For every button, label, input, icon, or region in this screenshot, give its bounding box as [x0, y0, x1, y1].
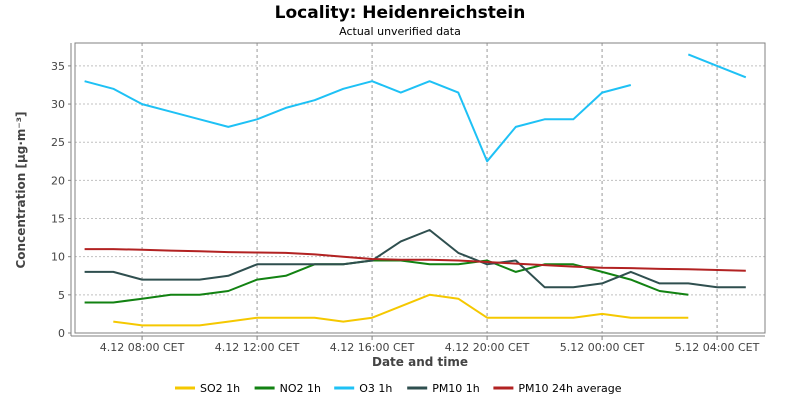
chart-title: Locality: Heidenreichstein — [275, 3, 526, 23]
series-line — [84, 229, 746, 289]
chart-subtitle: Actual unverified data — [339, 25, 461, 38]
y-tick-label: 0 — [58, 327, 65, 340]
plot-border — [74, 42, 766, 334]
legend-label: O3 1h — [359, 382, 392, 395]
legend-label: PM10 24h average — [518, 382, 621, 395]
series-o3-1h — [84, 53, 747, 163]
legend-label: NO2 1h — [280, 382, 321, 395]
x-tick-label: 5.12 04:00 CET — [675, 341, 760, 354]
legend-label: SO2 1h — [200, 382, 240, 395]
y-axis-title: Concentration [μg·m⁻³] — [14, 112, 28, 269]
legend-item: PM10 1h — [407, 382, 480, 395]
x-tick-label: 4.12 12:00 CET — [215, 341, 300, 354]
y-tick-label: 35 — [51, 60, 65, 73]
plot-area — [75, 43, 765, 333]
x-tick-label: 4.12 08:00 CET — [100, 341, 185, 354]
legend-item: PM10 24h average — [493, 382, 622, 395]
x-tick-label: 5.12 00:00 CET — [560, 341, 645, 354]
plot-background — [75, 43, 765, 333]
legend-item: O3 1h — [334, 382, 392, 395]
y-tick-label: 15 — [51, 213, 65, 226]
legend-item: NO2 1h — [254, 382, 321, 395]
y-tick-label: 25 — [51, 136, 65, 149]
axis-layer: 0 5 10 15 20 25 30 35 4.12 08:00 CET 4.12 12:00 C… — [51, 42, 766, 354]
series-layer — [84, 53, 747, 327]
legend-label: PM10 1h — [432, 382, 480, 395]
series-pm10-1h — [84, 229, 746, 289]
x-tick-label: 4.12 20:00 CET — [445, 341, 530, 354]
x-tick-label: 4.12 16:00 CET — [330, 341, 415, 354]
series-so2-1h — [113, 293, 689, 327]
series-line — [687, 53, 747, 79]
series-line — [84, 248, 746, 272]
y-tick-label: 30 — [51, 98, 65, 111]
series-pm10-24h-average — [84, 248, 746, 272]
x-axis-title: Date and time — [372, 355, 468, 369]
legend: SO2 1h NO2 1h O3 1h PM10 1h PM10 24h average — [175, 382, 622, 395]
y-tick-label: 5 — [58, 289, 65, 302]
y-tick-label: 10 — [51, 251, 65, 264]
y-tick-label: 20 — [51, 174, 65, 187]
series-line — [113, 293, 689, 327]
series-line — [84, 80, 632, 163]
legend-item: SO2 1h — [175, 382, 240, 395]
